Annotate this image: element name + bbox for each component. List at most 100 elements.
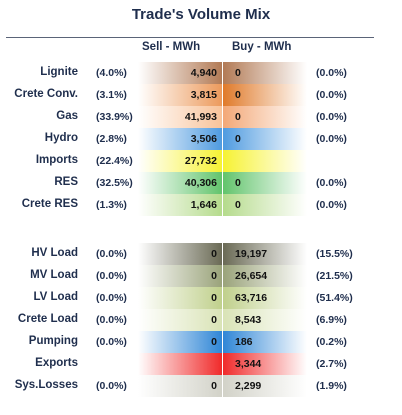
table-row: Crete Load (0.0%) 0 8,543 (6.9%) <box>0 309 402 331</box>
chart-title: Trade's Volume Mix <box>131 6 271 23</box>
sell-cell: 0 <box>138 287 222 309</box>
sell-cell: 3,506 <box>138 128 222 150</box>
table-row: RES (32.5%) 40,306 0 (0.0%) <box>0 172 402 194</box>
sell-value: 0 <box>211 336 217 348</box>
sell-value: 27,732 <box>184 155 217 167</box>
sell-percent: (0.0%) <box>96 336 127 348</box>
buy-value: 63,716 <box>235 292 268 304</box>
table-row: Crete RES (1.3%) 1,646 0 (0.0%) <box>0 194 402 216</box>
buy-cell <box>223 150 307 172</box>
sell-percent: (33.9%) <box>96 111 133 123</box>
sell-value: 4,940 <box>190 67 217 79</box>
row-label: Gas <box>56 110 78 122</box>
sell-value: 40,306 <box>184 177 217 189</box>
sell-value: 0 <box>211 314 217 326</box>
buy-cell: 0 <box>223 62 307 84</box>
buy-cell: 8,543 <box>223 309 307 331</box>
buy-percent: (2.7%) <box>316 358 347 370</box>
table-row: HV Load (0.0%) 0 19,197 (15.5%) <box>0 243 402 265</box>
buy-cell: 26,654 <box>223 265 307 287</box>
row-label: Pumping <box>28 335 78 347</box>
sell-cell: 27,732 <box>138 150 222 172</box>
buy-percent: (6.9%) <box>316 314 347 326</box>
row-label: Crete Load <box>17 313 78 325</box>
row-label: Lignite <box>40 66 78 78</box>
buy-value: 2,299 <box>235 380 262 392</box>
title-rule <box>6 37 374 38</box>
row-label: Exports <box>35 357 78 369</box>
buy-value: 3,344 <box>235 358 262 370</box>
buy-value: 0 <box>235 111 241 123</box>
buy-cell: 0 <box>223 84 307 106</box>
buy-percent: (21.5%) <box>316 270 353 282</box>
sell-cell: 4,940 <box>138 62 222 84</box>
row-label: Hydro <box>44 132 78 144</box>
buy-percent: (0.0%) <box>316 177 347 189</box>
sell-percent: (1.3%) <box>96 199 127 211</box>
buy-value: 19,197 <box>235 248 268 260</box>
row-label: MV Load <box>30 269 78 281</box>
buy-value: 186 <box>235 336 253 348</box>
buy-cell: 0 <box>223 194 307 216</box>
sell-percent: (0.0%) <box>96 380 127 392</box>
sell-cell: 0 <box>138 243 222 265</box>
table-row: Exports 3,344 (2.7%) <box>0 353 402 375</box>
sell-percent: (2.8%) <box>96 133 127 145</box>
buy-value: 8,543 <box>235 314 262 326</box>
table-row: Hydro (2.8%) 3,506 0 (0.0%) <box>0 128 402 150</box>
sell-value: 0 <box>211 292 217 304</box>
buy-cell: 3,344 <box>223 353 307 375</box>
buy-column-header: Buy - MWh <box>232 41 292 53</box>
buy-cell: 63,716 <box>223 287 307 309</box>
sell-cell: 0 <box>138 375 222 397</box>
sell-cell: 41,993 <box>138 106 222 128</box>
sell-value: 0 <box>211 248 217 260</box>
buy-percent: (51.4%) <box>316 292 353 304</box>
buy-cell: 19,197 <box>223 243 307 265</box>
buy-value: 0 <box>235 89 241 101</box>
table-row: Crete Conv. (3.1%) 3,815 0 (0.0%) <box>0 84 402 106</box>
buy-percent: (1.9%) <box>316 380 347 392</box>
sell-value: 3,506 <box>190 133 217 145</box>
sell-percent: (0.0%) <box>96 248 127 260</box>
buy-percent: (15.5%) <box>316 248 353 260</box>
row-label: Crete Conv. <box>14 88 78 100</box>
buy-percent: (0.0%) <box>316 133 347 145</box>
row-label: RES <box>54 176 78 188</box>
table-row: Imports (22.4%) 27,732 <box>0 150 402 172</box>
sell-value: 0 <box>211 270 217 282</box>
row-label: Sys.Losses <box>14 379 78 391</box>
sell-cell: 1,646 <box>138 194 222 216</box>
sell-value: 0 <box>211 380 217 392</box>
sell-cell: 3,815 <box>138 84 222 106</box>
table-row: Gas (33.9%) 41,993 0 (0.0%) <box>0 106 402 128</box>
sell-percent: (4.0%) <box>96 67 127 79</box>
buy-cell: 2,299 <box>223 375 307 397</box>
row-label: LV Load <box>33 291 78 303</box>
sell-cell: 40,306 <box>138 172 222 194</box>
sell-cell: 0 <box>138 265 222 287</box>
table-row: LV Load (0.0%) 0 63,716 (51.4%) <box>0 287 402 309</box>
sell-percent: (0.0%) <box>96 314 127 326</box>
buy-percent: (0.0%) <box>316 89 347 101</box>
table-row: MV Load (0.0%) 0 26,654 (21.5%) <box>0 265 402 287</box>
row-label: Crete RES <box>21 198 78 210</box>
table-row: Pumping (0.0%) 0 186 (0.2%) <box>0 331 402 353</box>
sell-percent: (0.0%) <box>96 270 127 282</box>
buy-cell: 0 <box>223 128 307 150</box>
buy-value: 0 <box>235 67 241 79</box>
buy-cell: 0 <box>223 106 307 128</box>
sell-percent: (32.5%) <box>96 177 133 189</box>
sell-value: 41,993 <box>184 111 217 123</box>
buy-percent: (0.2%) <box>316 336 347 348</box>
buy-percent: (0.0%) <box>316 67 347 79</box>
buy-percent: (0.0%) <box>316 199 347 211</box>
row-label: Imports <box>35 154 78 166</box>
sell-cell: 0 <box>138 331 222 353</box>
sell-value: 1,646 <box>190 199 217 211</box>
sell-percent: (22.4%) <box>96 155 133 167</box>
buy-cell: 0 <box>223 172 307 194</box>
buy-value: 0 <box>235 177 241 189</box>
table-row: Lignite (4.0%) 4,940 0 (0.0%) <box>0 62 402 84</box>
buy-percent: (0.0%) <box>316 111 347 123</box>
